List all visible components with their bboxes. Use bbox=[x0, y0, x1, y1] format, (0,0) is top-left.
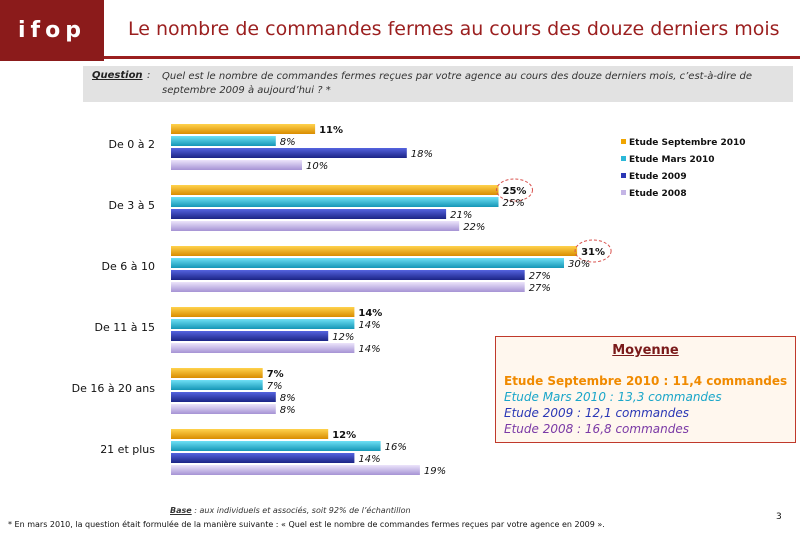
legend-label-etude-septembre-2010: Etude Septembre 2010 bbox=[629, 138, 746, 148]
highlight-circle-de-3-a-5 bbox=[496, 178, 533, 202]
data-label-etude-mars-2010-de-11-a-15: 14% bbox=[358, 320, 380, 331]
data-label-etude-septembre-2010-de-6-a-10: 31% bbox=[581, 247, 605, 258]
bar-etude-mars-2010-de-6-a-10 bbox=[171, 258, 564, 268]
data-label-etude-2009-21-et-plus: 14% bbox=[358, 454, 380, 465]
legend-label-etude-mars-2010: Etude Mars 2010 bbox=[629, 155, 715, 165]
page-title: Le nombre de commandes fermes au cours d… bbox=[128, 18, 780, 40]
bar-etude-2008-de-6-a-10 bbox=[171, 282, 525, 292]
legend-swatch-etude-septembre-2010 bbox=[621, 139, 626, 144]
data-label-etude-septembre-2010-de-16-a-20-ans: 7% bbox=[267, 369, 284, 380]
bar-etude-2009-21-et-plus bbox=[171, 453, 355, 463]
ifop-logo: ifop bbox=[0, 0, 104, 61]
bar-chart: De 0 à 2 11% 8% 18% 10% De 3 à 5 25%25% 21%22% D… bbox=[72, 124, 746, 477]
category-label-de-0-a-2: De 0 à 2 bbox=[109, 138, 155, 151]
bar-etude-2008-de-11-a-15 bbox=[171, 343, 355, 353]
bar-etude-2009-de-16-a-20-ans bbox=[171, 392, 276, 402]
bar-etude-septembre-2010-de-11-a-15 bbox=[171, 307, 355, 317]
data-label-etude-2009-de-0-a-2: 18% bbox=[411, 149, 433, 160]
bar-etude-mars-2010-de-11-a-15 bbox=[171, 319, 355, 329]
average-title: Moyenne bbox=[612, 343, 679, 358]
base-label: Base bbox=[170, 506, 192, 515]
data-label-etude-septembre-2010-de-11-a-15: 14% bbox=[358, 308, 382, 319]
data-label-etude-septembre-2010-21-et-plus: 12% bbox=[332, 430, 356, 441]
data-label-etude-2008-21-et-plus: 19% bbox=[424, 466, 446, 477]
bar-etude-septembre-2010-21-et-plus bbox=[171, 429, 329, 439]
question-colon: : bbox=[147, 70, 151, 81]
bar-etude-mars-2010-de-3-a-5 bbox=[171, 197, 499, 207]
highlight-circle-de-6-a-10 bbox=[574, 239, 612, 263]
bar-etude-2009-de-11-a-15 bbox=[171, 331, 329, 341]
bar-etude-septembre-2010-de-3-a-5 bbox=[171, 185, 499, 195]
category-label-de-3-a-5: De 3 à 5 bbox=[109, 199, 155, 212]
category-label-de-6-a-10: De 6 à 10 bbox=[102, 260, 155, 273]
legend-label-etude-2009: Etude 2009 bbox=[629, 172, 687, 182]
bar-etude-mars-2010-de-16-a-20-ans bbox=[171, 380, 263, 390]
data-label-etude-mars-2010-de-16-a-20-ans: 7% bbox=[267, 381, 283, 392]
base-note: Base : aux individuels et associés, soit… bbox=[170, 506, 411, 515]
data-label-etude-2008-de-6-a-10: 27% bbox=[529, 283, 551, 294]
title-rule bbox=[104, 56, 800, 59]
data-label-etude-2008-de-3-a-5: 22% bbox=[463, 222, 485, 233]
bar-etude-2008-de-16-a-20-ans bbox=[171, 404, 276, 414]
data-label-etude-2009-de-3-a-5: 21% bbox=[450, 210, 472, 221]
category-label-de-11-a-15: De 11 à 15 bbox=[95, 321, 155, 334]
data-label-etude-2009-de-11-a-15: 12% bbox=[332, 332, 354, 343]
bar-etude-2008-de-0-a-2 bbox=[171, 160, 302, 170]
bar-etude-2008-de-3-a-5 bbox=[171, 221, 460, 231]
bar-etude-mars-2010-21-et-plus bbox=[171, 441, 381, 451]
footnote: * En mars 2010, la question était formul… bbox=[8, 520, 605, 529]
data-label-etude-2008-de-16-a-20-ans: 8% bbox=[280, 405, 296, 416]
data-label-etude-mars-2010-de-3-a-5: 25% bbox=[503, 198, 525, 209]
data-label-etude-mars-2010-de-6-a-10: 30% bbox=[568, 259, 590, 270]
average-line-mars-2010: Etude Mars 2010 : 13,3 commandes bbox=[504, 390, 722, 404]
category-label-21-et-plus: 21 et plus bbox=[100, 443, 155, 456]
bar-etude-2008-21-et-plus bbox=[171, 465, 420, 475]
legend-label-etude-2008: Etude 2008 bbox=[629, 189, 687, 199]
question-label: Question bbox=[92, 70, 143, 81]
bar-etude-septembre-2010-de-6-a-10 bbox=[171, 246, 578, 256]
question-box bbox=[83, 66, 793, 102]
data-label-etude-2008-de-11-a-15: 14% bbox=[358, 344, 380, 355]
question-text: Quel est le nombre de commandes fermes r… bbox=[162, 71, 753, 96]
bar-etude-2009-de-6-a-10 bbox=[171, 270, 525, 280]
average-box: Moyenne Etude Septembre 2010 : 11,4 comm… bbox=[495, 336, 796, 443]
average-line-2008: Etude 2008 : 16,8 commandes bbox=[504, 422, 689, 436]
data-label-etude-2009-de-6-a-10: 27% bbox=[529, 271, 551, 282]
base-text: : aux individuels et associés, soit 92% … bbox=[191, 506, 411, 515]
legend-swatch-etude-2008 bbox=[621, 190, 626, 195]
data-label-etude-mars-2010-21-et-plus: 16% bbox=[385, 442, 407, 453]
bar-etude-septembre-2010-de-0-a-2 bbox=[171, 124, 316, 134]
data-label-etude-2009-de-16-a-20-ans: 8% bbox=[280, 393, 296, 404]
legend-swatch-etude-2009 bbox=[621, 173, 626, 178]
bar-etude-septembre-2010-de-16-a-20-ans bbox=[171, 368, 263, 378]
data-label-etude-mars-2010-de-0-a-2: 8% bbox=[280, 137, 296, 148]
logo-text: ifop bbox=[18, 18, 86, 43]
average-line-sept-2010: Etude Septembre 2010 : 11,4 commandes bbox=[504, 374, 788, 388]
category-label-de-16-a-20-ans: De 16 à 20 ans bbox=[72, 382, 156, 395]
bar-etude-mars-2010-de-0-a-2 bbox=[171, 136, 276, 146]
data-label-etude-septembre-2010-de-0-a-2: 11% bbox=[319, 125, 343, 136]
data-label-etude-septembre-2010-de-3-a-5: 25% bbox=[503, 186, 527, 197]
legend-swatch-etude-mars-2010 bbox=[621, 156, 626, 161]
bar-etude-2009-de-0-a-2 bbox=[171, 148, 407, 158]
data-label-etude-2008-de-0-a-2: 10% bbox=[306, 161, 328, 172]
average-line-2009: Etude 2009 : 12,1 commandes bbox=[504, 406, 689, 420]
bar-etude-2009-de-3-a-5 bbox=[171, 209, 447, 219]
page-number: 3 bbox=[776, 512, 782, 522]
